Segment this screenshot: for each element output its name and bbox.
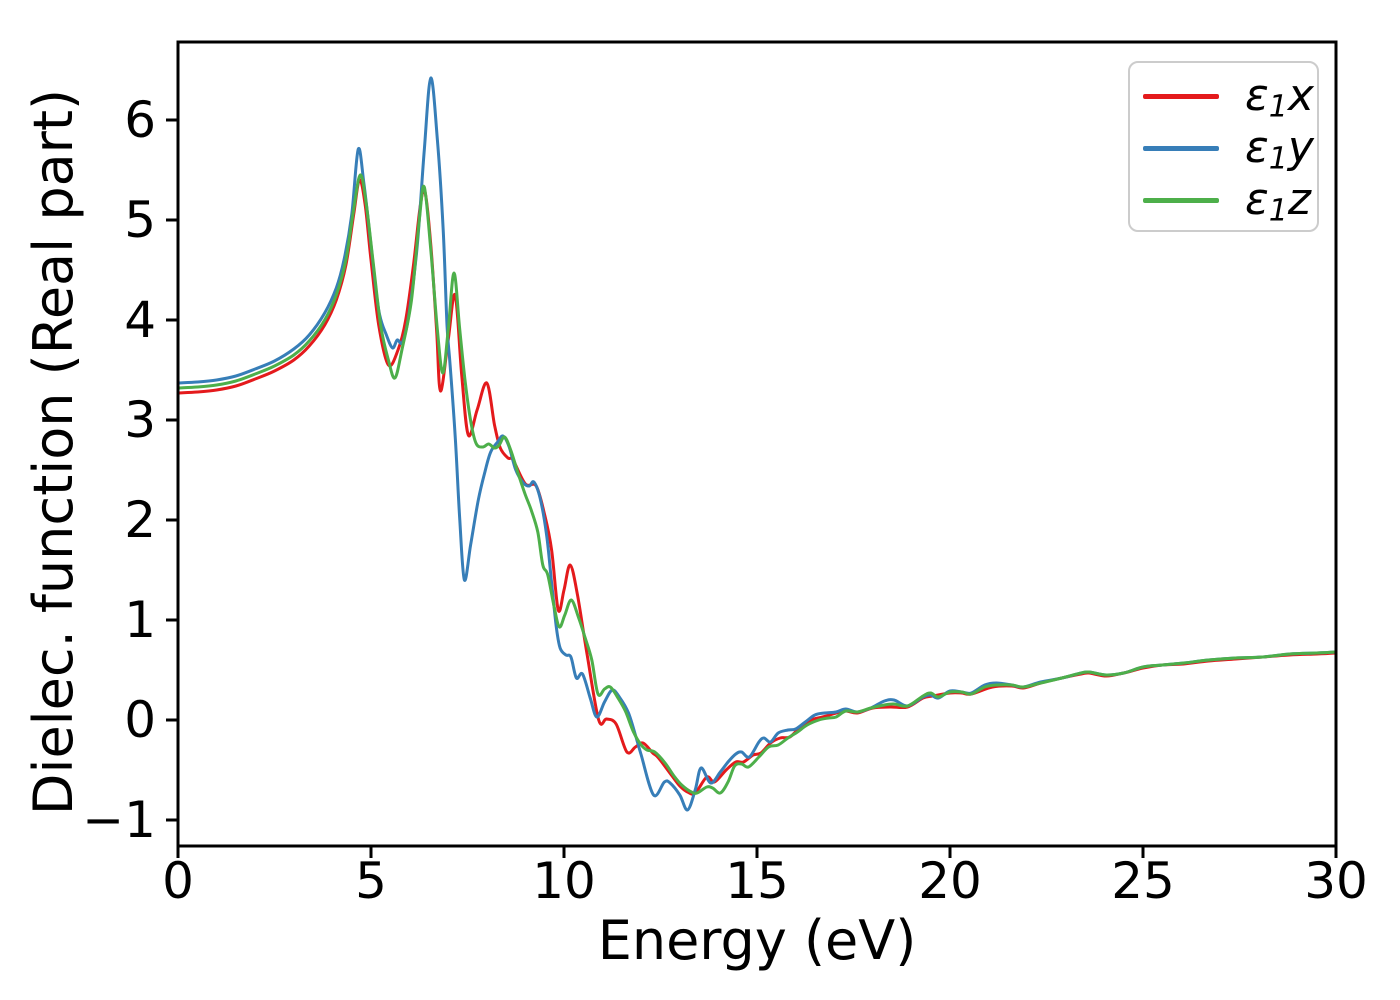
- y-tick-label-6: 6: [124, 91, 156, 149]
- x-axis-label: Energy (eV): [597, 909, 917, 972]
- legend-item-epsilon1-y[interactable]: ε1y: [1130, 122, 1317, 174]
- x-tick-label-15: 15: [725, 852, 789, 910]
- legend-line-sample-epsilon1-x: [1143, 93, 1219, 99]
- y-tick-label-2: 2: [124, 491, 156, 549]
- y-tick-label-5: 5: [124, 191, 156, 249]
- legend-line-sample-epsilon1-z: [1143, 197, 1219, 203]
- x-tick-label-0: 0: [162, 852, 194, 910]
- x-tick-label-10: 10: [532, 852, 596, 910]
- legend-label-epsilon1-x: ε1x: [1245, 70, 1314, 125]
- y-tick-label-4: 4: [124, 291, 156, 349]
- x-tick-label-30: 30: [1304, 852, 1368, 910]
- legend-item-epsilon1-x[interactable]: ε1x: [1130, 70, 1317, 122]
- y-tick-label-1: 1: [124, 591, 156, 649]
- y-axis-label: Dielec. function (Real part): [22, 88, 85, 816]
- y-tick-label-−1: −1: [82, 791, 156, 849]
- plot-area-border: [176, 40, 1338, 848]
- legend-line-sample-epsilon1-y: [1143, 145, 1219, 151]
- legend-label-epsilon1-z: ε1z: [1245, 174, 1311, 229]
- x-tick-label-25: 25: [1111, 852, 1175, 910]
- legend: ε1x ε1y ε1z: [1128, 61, 1319, 232]
- x-tick-label-5: 5: [355, 852, 387, 910]
- curve-epsilon1-x[interactable]: [176, 178, 1338, 796]
- legend-item-epsilon1-z[interactable]: ε1z: [1130, 174, 1317, 226]
- legend-label-epsilon1-y: ε1y: [1245, 122, 1314, 177]
- y-tick-label-0: 0: [124, 691, 156, 749]
- curve-epsilon1-z[interactable]: [176, 173, 1338, 795]
- x-tick-label-20: 20: [918, 852, 982, 910]
- y-tick-label-3: 3: [124, 391, 156, 449]
